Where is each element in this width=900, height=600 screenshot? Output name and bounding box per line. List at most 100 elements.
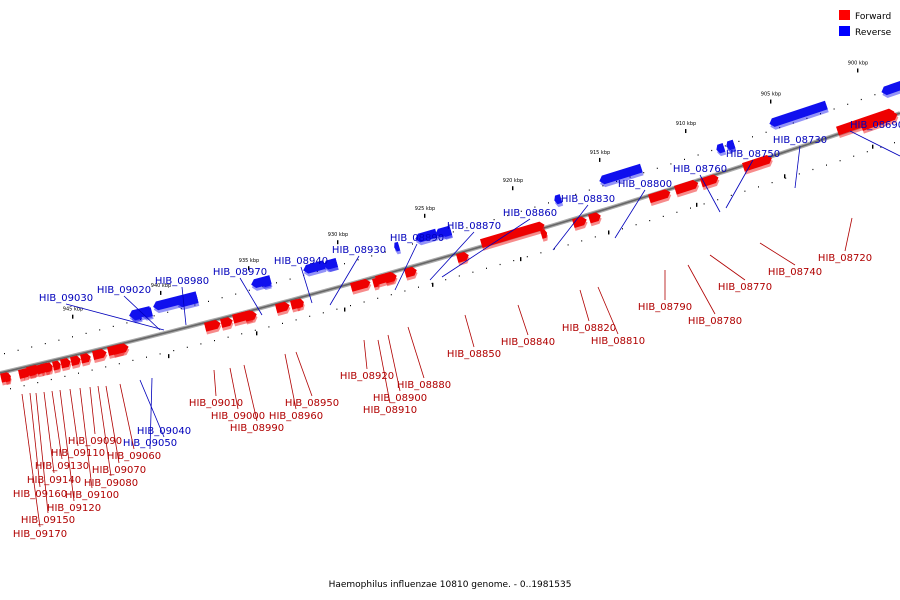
gene-label-hib_08860: HIB_08860 bbox=[503, 208, 557, 219]
gene-label-hib_08990: HIB_08990 bbox=[230, 423, 284, 434]
axis-tick-bottom bbox=[594, 236, 596, 238]
leader-line bbox=[394, 243, 418, 291]
axis-tick-top bbox=[4, 353, 5, 355]
gene-label-hib_09050: HIB_09050 bbox=[123, 438, 177, 449]
axis-tick-bottom bbox=[662, 215, 664, 217]
tick-label: 945 kbp bbox=[63, 307, 83, 313]
axis-tick-top bbox=[602, 185, 604, 187]
axis-tick-bottom bbox=[676, 211, 678, 213]
axis-tick-top bbox=[357, 259, 359, 261]
major-tick bbox=[770, 99, 772, 104]
axis-tick-top bbox=[248, 289, 250, 291]
leader-line bbox=[29, 392, 41, 488]
gene-label-hib_09070: HIB_09070 bbox=[92, 465, 146, 476]
axis-tick-top bbox=[289, 278, 291, 280]
axis-tick-bottom bbox=[458, 275, 460, 277]
leader-line bbox=[441, 218, 531, 278]
gene-label-hib_09110: HIB_09110 bbox=[51, 448, 105, 459]
gene-label-hib_08790: HIB_08790 bbox=[638, 302, 692, 313]
gene-arrow-hib_08880 bbox=[404, 266, 418, 281]
gene-arrow bbox=[107, 343, 127, 359]
gene-label-hib_08760: HIB_08760 bbox=[673, 164, 727, 175]
axis-tick-bottom bbox=[758, 186, 759, 188]
axis-tick-top bbox=[534, 206, 536, 208]
axis-tick-top bbox=[752, 136, 753, 138]
gene-label-hib_08960: HIB_08960 bbox=[269, 411, 323, 422]
leader-line bbox=[794, 145, 801, 189]
axis-tick-bottom bbox=[91, 369, 93, 371]
axis-tick-top bbox=[860, 98, 862, 101]
leader-line bbox=[97, 385, 112, 477]
axis-tick-top bbox=[235, 293, 237, 295]
axis-tick-top bbox=[384, 251, 386, 253]
gene-arrow-hib_09070 bbox=[92, 348, 108, 363]
gene-label-hib_08740: HIB_08740 bbox=[768, 267, 822, 278]
axis-tick-bottom bbox=[730, 194, 732, 196]
axis-tick-top bbox=[262, 286, 264, 288]
gene-arrow bbox=[540, 228, 548, 242]
gene-arrow-hib_09080 bbox=[80, 353, 92, 367]
gene-label-hib_09080: HIB_09080 bbox=[84, 478, 138, 489]
axis-tick-top bbox=[820, 113, 821, 115]
axis-tick-bottom bbox=[513, 260, 515, 262]
minor-tick-mark bbox=[256, 331, 258, 336]
axis-tick-top bbox=[833, 108, 835, 110]
gene-label-hib_09000: HIB_09000 bbox=[211, 411, 265, 422]
gene-arrow-hib_08920 bbox=[350, 278, 372, 295]
gene-label-hib_08810: HIB_08810 bbox=[591, 336, 645, 347]
leader-line bbox=[579, 289, 590, 322]
axis-tick-top bbox=[480, 223, 481, 225]
leader-line bbox=[229, 367, 239, 410]
axis-tick-top bbox=[85, 332, 87, 334]
leader-line bbox=[552, 204, 589, 251]
axis-tick-top bbox=[112, 325, 114, 327]
gene-label-hib_08890: HIB_08890 bbox=[390, 233, 444, 244]
axis-tick-bottom bbox=[554, 248, 555, 250]
axis-tick-top bbox=[874, 94, 876, 96]
axis-tick-bottom bbox=[690, 207, 691, 209]
leader-line bbox=[687, 264, 716, 315]
gene-arrow-hib_09110 bbox=[52, 360, 62, 374]
tick-label: 935 kbp bbox=[239, 258, 259, 264]
axis-tick-top bbox=[452, 231, 454, 233]
leader-line bbox=[59, 389, 75, 502]
legend-label-reverse: Reverse bbox=[855, 28, 892, 38]
axis-tick-bottom bbox=[214, 340, 215, 342]
gene-label-hib_09150: HIB_09150 bbox=[21, 515, 75, 526]
gene-label-hib_08690: HIB_08690 bbox=[850, 120, 900, 131]
gene-arrow bbox=[726, 139, 737, 153]
gene-label-hib_08880: HIB_08880 bbox=[397, 380, 451, 391]
leader-line bbox=[43, 391, 55, 474]
leader-line bbox=[21, 393, 41, 528]
gene-arrow-hib_09010 bbox=[204, 319, 222, 335]
gene-arrow-hib_08890 bbox=[394, 241, 402, 255]
axis-tick-bottom bbox=[744, 190, 746, 192]
axis-tick-bottom bbox=[499, 263, 501, 266]
gene-arrow bbox=[860, 111, 899, 134]
axis-tick-bottom bbox=[526, 256, 528, 258]
gene-label-hib_09010: HIB_09010 bbox=[189, 398, 243, 409]
major-tick bbox=[248, 266, 250, 271]
gene-label-hib_09020: HIB_09020 bbox=[97, 285, 151, 296]
axis-tick-top bbox=[208, 300, 209, 302]
gene-label-hib_08720: HIB_08720 bbox=[818, 253, 872, 264]
gene-label-hib_08950: HIB_08950 bbox=[285, 398, 339, 409]
axis-tick-top bbox=[221, 297, 223, 299]
axis-tick-top bbox=[765, 131, 767, 133]
axis-tick-top bbox=[616, 180, 617, 182]
major-tick bbox=[512, 186, 514, 191]
gene-arrow bbox=[0, 372, 12, 386]
major-tick bbox=[685, 129, 687, 134]
axis-tick-bottom bbox=[540, 252, 542, 254]
axis-tick-top bbox=[344, 263, 345, 265]
axis-tick-top bbox=[412, 243, 413, 245]
axis-tick-top bbox=[180, 308, 182, 310]
axis-tick-bottom bbox=[118, 363, 120, 365]
gene-label-hib_09130: HIB_09130 bbox=[35, 461, 89, 472]
axis-tick-top bbox=[466, 227, 468, 229]
axis-tick-bottom bbox=[282, 322, 283, 324]
tick-label: 925 kbp bbox=[415, 206, 435, 212]
axis-tick-top bbox=[548, 202, 549, 204]
axis-tick-top bbox=[643, 172, 645, 174]
